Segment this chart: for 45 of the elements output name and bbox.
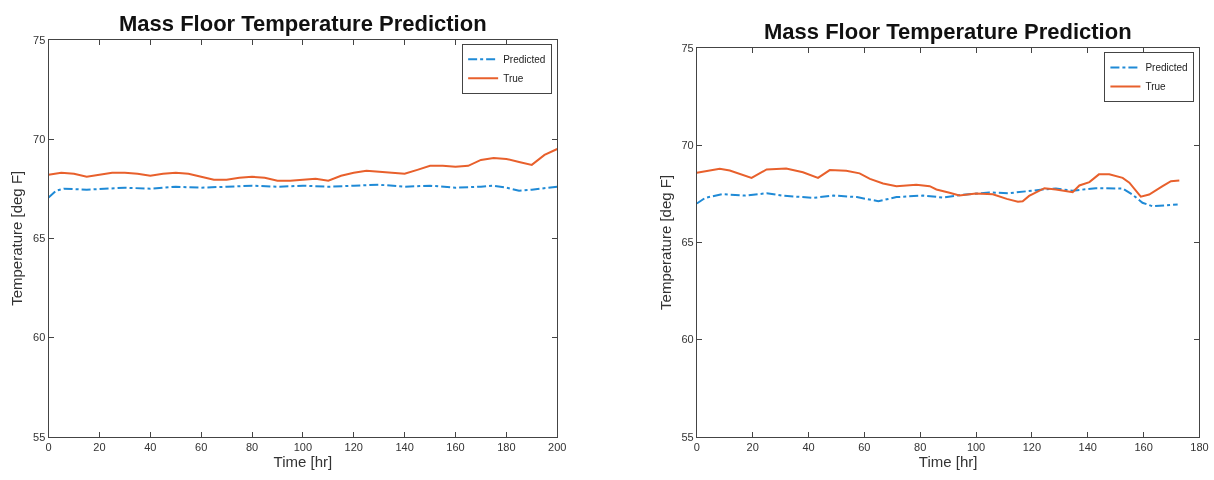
- y-tick-label: 55: [681, 430, 694, 443]
- x-tick-label: 60: [195, 441, 208, 453]
- line-series: [48, 183, 558, 199]
- x-tick-label: 60: [858, 441, 871, 453]
- x-axis-title: Time [hr]: [273, 453, 333, 470]
- line-series: [696, 167, 1181, 203]
- x-tick-label: 200: [548, 441, 567, 453]
- y-tick-label: 75: [33, 33, 46, 46]
- y-tick-label: 75: [681, 41, 694, 54]
- line-series: [48, 148, 558, 182]
- legend-label: Predicted: [503, 54, 546, 66]
- x-tick-label: 160: [446, 441, 465, 453]
- y-tick-label: 55: [33, 430, 46, 443]
- x-tick-label: 80: [245, 441, 259, 453]
- x-tick-label: 40: [802, 441, 815, 453]
- legend-label: True: [1145, 81, 1167, 93]
- x-tick-label: 100: [966, 441, 986, 453]
- x-tick-label: 20: [746, 441, 759, 453]
- x-tick-label: 80: [914, 441, 927, 453]
- x-tick-label: 20: [93, 441, 106, 453]
- y-tick-label: 70: [681, 139, 694, 152]
- x-tick-label: 0: [693, 441, 700, 453]
- x-tick-label: 0: [45, 441, 52, 453]
- x-axis-title: Time [hr]: [918, 453, 978, 470]
- x-tick-label: 180: [497, 441, 516, 453]
- x-tick-label: 180: [1190, 441, 1209, 453]
- y-tick-label: 60: [33, 331, 46, 344]
- y-tick-label: 70: [33, 132, 46, 145]
- legend-label: Predicted: [1145, 62, 1188, 74]
- y-tick-label: 65: [681, 236, 694, 249]
- y-axis-title: Temperature [deg F]: [8, 170, 26, 306]
- legend-label: True: [503, 73, 524, 85]
- chart-title: Mass Floor Temperature Prediction: [764, 19, 1132, 44]
- x-tick-label: 120: [1022, 441, 1042, 453]
- x-tick-label: 40: [144, 441, 157, 453]
- line-series: [696, 187, 1179, 208]
- y-tick-label: 65: [33, 232, 46, 245]
- chart-title: Mass Floor Temperature Prediction: [119, 11, 487, 36]
- x-tick-label: 160: [1134, 441, 1153, 453]
- x-tick-label: 140: [395, 441, 414, 453]
- x-tick-label: 100: [293, 441, 313, 453]
- x-tick-label: 140: [1078, 441, 1097, 453]
- y-tick-label: 60: [681, 333, 694, 346]
- x-tick-label: 120: [344, 441, 363, 453]
- y-axis-title: Temperature [deg F]: [656, 174, 674, 310]
